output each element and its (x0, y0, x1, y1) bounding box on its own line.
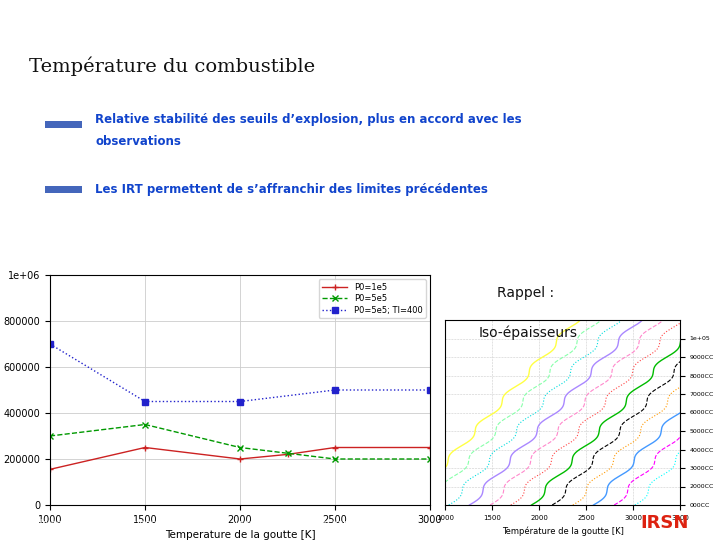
Text: Rappel :: Rappel : (497, 286, 554, 300)
P0=5e5 (140, 421, 149, 428)
Line: P0=1e5: P0=1e5 (47, 444, 433, 473)
Legend: P0=1e5, P0=5e5, P0=5e5; TI=400: P0=1e5, P0=5e5, P0=5e5; TI=400 (319, 279, 426, 318)
Text: 2- Rôle des instabilités de Rayleigh Taylor: 2- Rôle des instabilités de Rayleigh Tay… (11, 9, 390, 24)
Text: IRSN: IRSN (640, 514, 688, 531)
Bar (45, 122, 82, 128)
P0=5e5 (235, 444, 244, 451)
P0=5e5; TI=400 (45, 341, 54, 347)
P0=1e5 (140, 444, 149, 451)
Text: Les IRT permettent de s’affranchir des limites précédentes: Les IRT permettent de s’affranchir des l… (95, 183, 488, 196)
P0=1e5 (283, 451, 292, 457)
P0=5e5; TI=400 (426, 387, 434, 393)
P0=5e5 (45, 433, 54, 439)
X-axis label: Temperature de la goutte [K]: Temperature de la goutte [K] (165, 530, 315, 540)
P0=5e5; TI=400 (330, 387, 339, 393)
Text: Iso-épaisseurs: Iso-épaisseurs (479, 326, 577, 340)
P0=1e5 (330, 444, 339, 451)
Line: P0=5e5: P0=5e5 (47, 421, 433, 462)
X-axis label: Température de la goutte [K]: Température de la goutte [K] (502, 526, 624, 536)
P0=1e5 (45, 466, 54, 472)
P0=5e5; TI=400 (235, 399, 244, 405)
P0=5e5 (283, 450, 292, 456)
Text: *- Étude de la phase de déclenchement et d’escalade d’une explosion vapeur-Page : *- Étude de la phase de déclenchement et… (11, 517, 402, 528)
Text: Température du combustible: Température du combustible (29, 56, 315, 76)
Text: observations: observations (95, 135, 181, 148)
P0=1e5 (426, 444, 434, 451)
P0=5e5 (426, 456, 434, 462)
Text: Relative stabilité des seuils d’explosion, plus en accord avec les: Relative stabilité des seuils d’explosio… (95, 113, 522, 126)
Bar (45, 186, 82, 193)
P0=5e5; TI=400 (140, 399, 149, 405)
Line: P0=5e5; TI=400: P0=5e5; TI=400 (48, 341, 433, 404)
P0=1e5 (235, 456, 244, 462)
P0=5e5 (330, 456, 339, 462)
